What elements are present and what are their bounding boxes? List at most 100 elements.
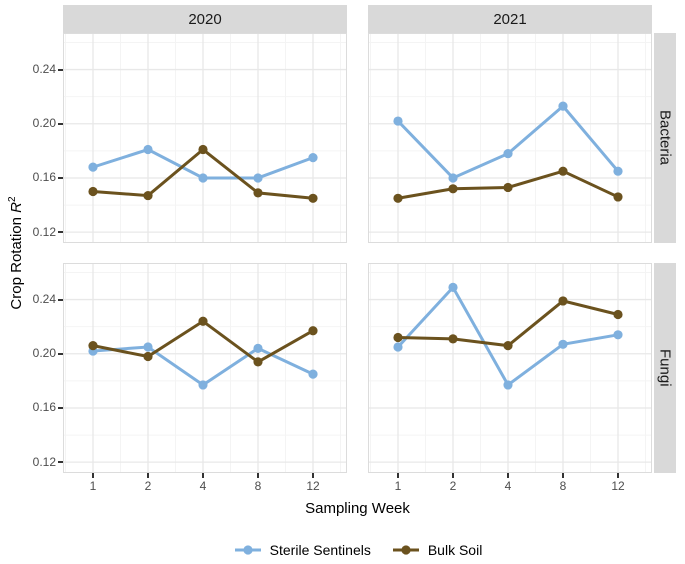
y-tick-mark xyxy=(58,461,63,464)
data-point xyxy=(613,330,623,340)
data-point xyxy=(308,193,318,203)
legend-label: Bulk Soil xyxy=(427,542,483,558)
y-tick-mark xyxy=(58,352,63,355)
data-point xyxy=(503,182,513,193)
y-tick-mark xyxy=(58,231,63,234)
legend-label: Sterile Sentinels xyxy=(269,542,371,558)
data-point xyxy=(143,144,153,155)
facet-strip-2020: 2020 xyxy=(63,5,347,33)
facet-strip-fungi: Fungi xyxy=(654,263,676,473)
data-point xyxy=(253,343,263,353)
data-point xyxy=(198,316,208,326)
grid-minor xyxy=(368,33,652,243)
y-tick-label: 0.12 xyxy=(32,454,56,469)
data-point xyxy=(308,153,318,163)
x-tick-label: 4 xyxy=(199,479,207,493)
y-tick-label: 0.16 xyxy=(32,400,56,415)
data-point xyxy=(198,144,208,155)
data-point xyxy=(198,380,208,390)
x-tick-mark xyxy=(202,473,204,478)
data-point xyxy=(503,380,513,390)
y-tick-label: 0.20 xyxy=(32,346,56,361)
y-tick-mark xyxy=(58,122,63,125)
data-point xyxy=(393,116,403,126)
bulk-soil-key-icon xyxy=(392,545,419,555)
grid-major xyxy=(368,33,652,243)
data-point xyxy=(613,309,623,320)
legend-item-bulk-soil: Bulk Soil xyxy=(391,542,482,558)
x-tick-label: 2 xyxy=(144,479,152,493)
y-tick-mark xyxy=(58,298,63,301)
x-tick-mark xyxy=(562,473,564,478)
y-tick-label: 0.16 xyxy=(32,170,56,185)
x-tick-mark xyxy=(147,473,149,478)
x-tick-mark xyxy=(92,473,94,478)
x-tick-label: 8 xyxy=(559,479,567,493)
data-point xyxy=(253,357,263,367)
data-point xyxy=(558,166,568,176)
data-point xyxy=(503,341,513,351)
x-tick-label: 1 xyxy=(89,479,97,493)
data-point xyxy=(448,184,458,194)
x-axis-title: Sampling Week xyxy=(305,500,410,517)
x-tick-label: 12 xyxy=(611,479,625,493)
x-tick-mark xyxy=(257,473,259,478)
x-tick-label: 12 xyxy=(306,479,320,493)
facet-strip-2021: 2021 xyxy=(368,5,652,33)
data-point xyxy=(88,162,98,172)
data-point xyxy=(143,351,153,362)
data-point xyxy=(308,326,318,336)
data-point xyxy=(558,296,568,306)
y-axis-title: Crop Rotation R2 xyxy=(7,196,25,309)
x-tick-mark xyxy=(312,473,314,478)
x-tick-label: 4 xyxy=(504,479,512,493)
grid-major xyxy=(368,263,652,473)
y-tick-label: 0.24 xyxy=(32,292,56,307)
y-tick-mark xyxy=(58,176,63,179)
data-point xyxy=(613,192,623,202)
data-point xyxy=(558,101,568,111)
x-tick-mark xyxy=(452,473,454,478)
x-tick-label: 1 xyxy=(394,479,402,493)
data-point xyxy=(253,173,263,183)
grid-major xyxy=(63,33,347,243)
data-point xyxy=(198,173,208,183)
data-point xyxy=(88,341,98,351)
data-point xyxy=(448,173,458,183)
facet-strip-bacteria: Bacteria xyxy=(654,33,676,243)
grid-minor xyxy=(63,33,347,243)
data-point xyxy=(393,332,403,343)
sterile-sentinels-key-icon xyxy=(234,545,261,555)
data-point xyxy=(393,193,403,203)
data-point xyxy=(393,342,403,352)
facet-panel-2021-bacteria xyxy=(368,33,652,243)
x-tick-label: 8 xyxy=(254,479,262,493)
x-tick-mark xyxy=(617,473,619,478)
x-tick-mark xyxy=(507,473,509,478)
facet-panel-2020-bacteria xyxy=(63,33,347,243)
y-tick-label: 0.12 xyxy=(32,224,56,239)
y-tick-mark xyxy=(58,68,63,71)
y-axis-title-text: Crop Rotation xyxy=(8,212,25,310)
data-point xyxy=(143,190,153,201)
data-point xyxy=(308,369,318,379)
legend-item-sterile-sentinels: Sterile Sentinels xyxy=(233,542,371,558)
data-point xyxy=(253,188,263,198)
legend: Sterile Sentinels Bulk Soil xyxy=(63,538,652,562)
y-tick-label: 0.24 xyxy=(32,62,56,77)
data-point xyxy=(503,148,513,159)
data-point xyxy=(613,166,623,176)
grid-major xyxy=(63,263,347,473)
y-axis-title-variable: R xyxy=(8,202,25,213)
data-point xyxy=(448,282,458,292)
y-tick-mark xyxy=(58,406,63,409)
data-point xyxy=(558,339,568,349)
y-axis-title-superscript: 2 xyxy=(7,196,18,202)
data-point xyxy=(143,342,153,352)
x-tick-label: 2 xyxy=(449,479,457,493)
grid-minor xyxy=(63,263,347,473)
grid-minor xyxy=(368,263,652,473)
x-tick-mark xyxy=(397,473,399,478)
y-tick-label: 0.20 xyxy=(32,116,56,131)
